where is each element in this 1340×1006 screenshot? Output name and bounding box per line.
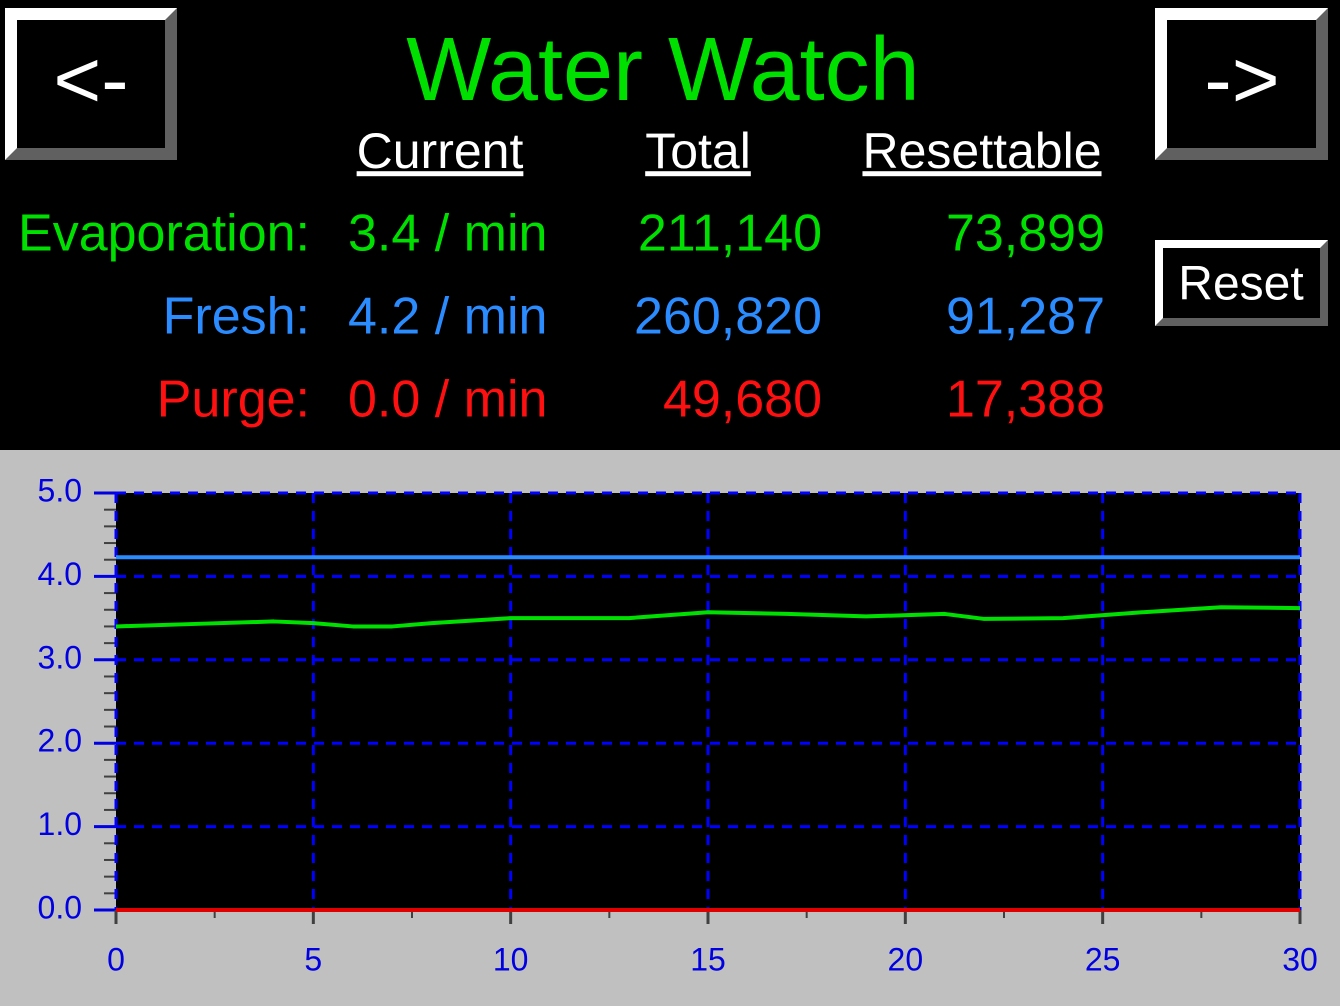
total-value: 260,820: [634, 288, 822, 346]
current-value: 0.0 / min: [348, 371, 547, 429]
row-label: Fresh:: [163, 288, 310, 346]
button-label: <-: [53, 35, 128, 126]
current-value: 3.4 / min: [348, 205, 547, 263]
resettable-value: 91,287: [946, 288, 1105, 346]
y-tick-label: 3.0: [38, 639, 82, 675]
title: Water Watch: [406, 20, 919, 120]
reset-button[interactable]: Reset: [1155, 240, 1328, 326]
x-tick-label: 20: [888, 941, 924, 977]
button-label: Reset: [1178, 258, 1303, 311]
y-tick-label: 1.0: [38, 806, 82, 842]
total-value: 211,140: [638, 205, 822, 263]
x-tick-label: 10: [493, 941, 529, 977]
series-line: [115, 605, 1301, 629]
x-tick-label: 15: [690, 941, 726, 977]
y-tick-label: 2.0: [38, 723, 82, 759]
panel: [0, 0, 1340, 450]
x-tick-label: 5: [304, 941, 322, 977]
next-button[interactable]: ->: [1155, 8, 1328, 160]
current-value: 4.2 / min: [348, 288, 547, 346]
row-label: Purge:: [157, 371, 310, 429]
column-header: Resettable: [862, 123, 1101, 179]
column-header: Current: [357, 123, 524, 179]
x-tick-label: 25: [1085, 941, 1121, 977]
column-header: Total: [645, 123, 751, 179]
total-value: 49,680: [663, 371, 822, 429]
resettable-value: 73,899: [946, 205, 1105, 263]
x-tick-label: 0: [107, 941, 125, 977]
prev-button[interactable]: <-: [5, 8, 177, 160]
resettable-value: 17,388: [946, 371, 1105, 429]
y-tick-label: 5.0: [38, 472, 82, 508]
x-tick-label: 30: [1282, 941, 1318, 977]
row-label: Evaporation:: [18, 205, 310, 263]
y-tick-label: 4.0: [38, 556, 82, 592]
y-tick-label: 0.0: [38, 889, 82, 925]
button-label: ->: [1204, 35, 1279, 126]
